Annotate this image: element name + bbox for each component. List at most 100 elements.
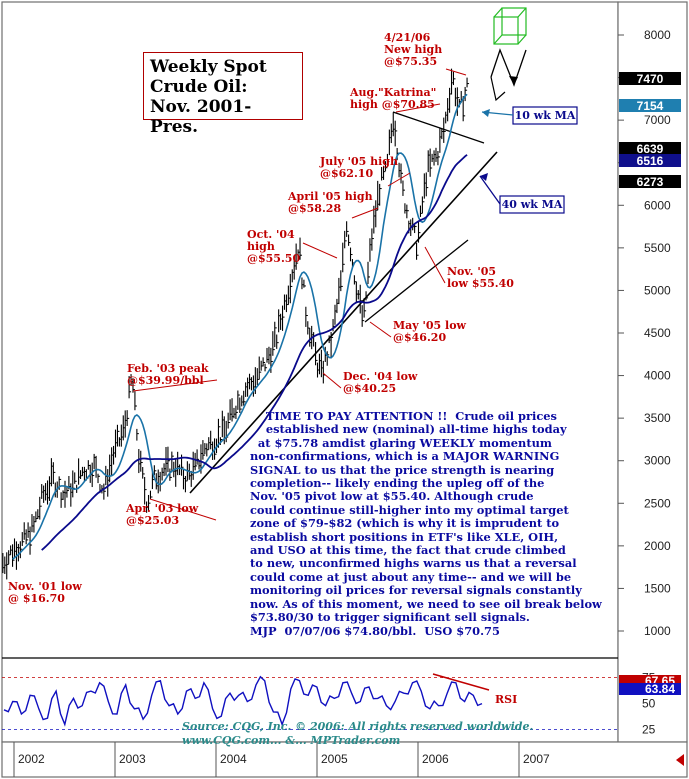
- commentary-line: non-confirmations, which is a MAJOR WARN…: [250, 449, 560, 464]
- annotation-label: Apr. '03 low@$25.03: [125, 498, 217, 527]
- annotation-text: April '05 high: [287, 190, 373, 203]
- rsi-value-text: 63.84: [645, 682, 675, 696]
- price-label-text: 7470: [637, 72, 664, 86]
- projection-arrow: [490, 48, 527, 87]
- annotation-text: low $55.40: [447, 277, 514, 290]
- y-tick-label: 1000: [644, 624, 671, 638]
- annotation-label: May '05 low@$46.20: [369, 319, 467, 344]
- rsi-label: RSI: [495, 693, 517, 706]
- moving-average-lines: [12, 93, 468, 560]
- annotation-text: Oct. '04: [247, 228, 295, 241]
- chart-title-line-2: Crude Oil:: [150, 77, 248, 97]
- commentary-line: could continue still-higher into my opti…: [250, 502, 569, 517]
- commentary-line: could come at just about any time-- and …: [250, 569, 572, 584]
- annotation-leader: [132, 379, 218, 392]
- source-line-2: www.CQG.com... &... MPTrader.com: [182, 734, 401, 747]
- annotation-text: @$39.99/bbl: [127, 374, 204, 387]
- commentary-line: $73.80/30 to trigger significant sell si…: [250, 610, 530, 625]
- annotation-text: @$75.35: [384, 55, 437, 68]
- price-label-tag: [619, 154, 681, 167]
- price-label-text: 6639: [637, 142, 664, 156]
- annotation-text: Aug."Katrina": [349, 86, 436, 99]
- annotation-label: July '05 high@$62.10: [319, 155, 411, 187]
- annotation-text: @$58.28: [288, 202, 341, 215]
- annotation-label: Feb. '03 peak@$39.99/bbl: [127, 362, 218, 392]
- x-tick-label: 2006: [422, 752, 449, 766]
- trendline-layer: [189, 111, 498, 494]
- commentary-line: established new (nominal) all-time highs…: [250, 422, 567, 437]
- annotation-text: 4/21/06: [384, 31, 431, 44]
- price-bars: [2, 68, 470, 580]
- commentary-line: completion-- likely ending the upleg off…: [250, 476, 545, 491]
- price-label-text: 7154: [637, 99, 664, 113]
- y-tick-label: 3000: [644, 454, 671, 468]
- commentary-line: to new, unconfirmed highs warns us that …: [250, 556, 577, 571]
- annotation-text: @ $16.70: [8, 592, 65, 605]
- chart-title-line-1: Weekly Spot: [150, 57, 267, 77]
- ma-callout-label: 40 wk MA: [502, 198, 563, 211]
- annotation-text: @$55.50: [247, 252, 300, 265]
- source-credit: Source: CQG, Inc. © 2006: All rights res…: [182, 720, 533, 748]
- commentary-line: SIGNAL to us that the price strength is …: [250, 462, 555, 477]
- annotation-label: Dec. '04 low@$40.25: [322, 370, 418, 395]
- annotation-leader: [351, 207, 379, 219]
- y-tick-label: 8000: [644, 28, 671, 42]
- x-tick-label: 2002: [18, 752, 45, 766]
- annotation-text: @$25.03: [126, 514, 179, 527]
- annotation-text: July '05 high: [319, 155, 398, 168]
- chart-title-line-3: Nov. 2001-Pres.: [150, 97, 252, 137]
- rsi-value-tag: [619, 683, 681, 695]
- y-tick-label: 6000: [644, 198, 671, 212]
- x-tick-label: 2005: [321, 752, 348, 766]
- projection-arrows: [490, 7, 527, 102]
- annotation-leader: [395, 103, 441, 113]
- x-tick-label: 2007: [523, 752, 550, 766]
- commentary-line: TIME TO PAY ATTENTION !! Crude oil price…: [250, 409, 557, 423]
- annotation-leader: [302, 242, 338, 259]
- commentary-line: at $75.78 amdist glaring WEEKLY momentum: [250, 435, 552, 450]
- y-tick-label: 2000: [644, 539, 671, 553]
- commentary-text: TIME TO PAY ATTENTION !! Crude oil price…: [250, 409, 620, 638]
- annotation-text: May '05 low: [393, 319, 467, 332]
- annotation-leader: [149, 498, 217, 521]
- annotation-text: @$46.20: [393, 331, 446, 344]
- y-tick-label: 5500: [644, 241, 671, 255]
- price-label-text: 6273: [637, 175, 664, 189]
- annotation-leader: [424, 246, 446, 284]
- price-label-tag: [619, 142, 681, 155]
- y-tick-label: 3500: [644, 411, 671, 425]
- rsi-divergence-line: [432, 673, 490, 691]
- rsi-line: [3, 675, 483, 727]
- ma-callout-label: 10 wk MA: [515, 109, 576, 122]
- trendline-lower: [364, 239, 469, 323]
- commentary-line: establish short positions in ETF's like …: [250, 529, 559, 544]
- price-label-text: 6516: [637, 154, 664, 168]
- annotation-text: New high: [384, 43, 442, 56]
- price-label-tag: [619, 175, 681, 188]
- y-tick-label: 7000: [644, 113, 671, 127]
- annotation-leader: [369, 321, 392, 338]
- annotation-text: Apr. '03 low: [125, 502, 199, 515]
- rsi-tick-label: 50: [642, 697, 656, 711]
- annotation-leader: [445, 68, 467, 76]
- annotation-label: April '05 high@$58.28: [287, 190, 379, 219]
- commentary-line: MJP 07/07/06 $74.80/bbl. USO $70.75: [250, 623, 500, 638]
- y-tick-label: 2500: [644, 496, 671, 510]
- annotation-label: Aug."Katrina"high @$70.85: [349, 86, 441, 113]
- ma-10wk-line: [12, 93, 468, 560]
- chart-title-box: Weekly Spot Crude Oil: Nov. 2001-Pres.: [143, 52, 303, 137]
- ma-callout-box: [499, 195, 565, 214]
- source-line-1: Source: CQG, Inc. © 2006: All rights res…: [182, 720, 534, 733]
- y-tick-label: 1500: [644, 581, 671, 595]
- y-tick-label: 5000: [644, 283, 671, 297]
- commentary-line: monitoring oil prices for reversal signa…: [250, 583, 582, 598]
- x-tick-label: 2003: [119, 752, 146, 766]
- commentary-line: and USO at this time, the fact that crud…: [250, 543, 566, 558]
- x-axis-ticks: 2002 2003 2004 2005 2006 2007: [13, 742, 684, 777]
